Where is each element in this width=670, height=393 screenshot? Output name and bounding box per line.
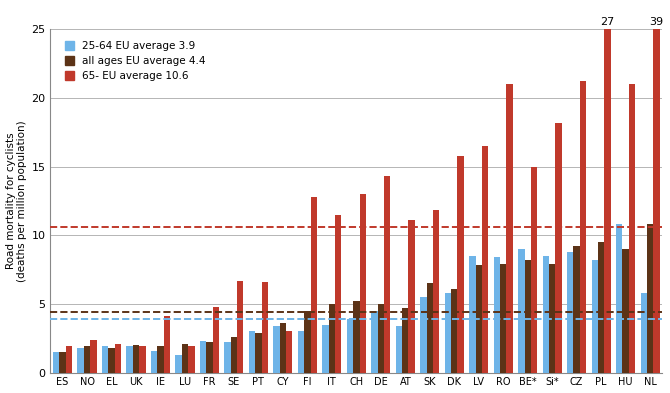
Bar: [409, 220, 415, 373]
Bar: [127, 347, 133, 373]
Bar: [384, 176, 391, 373]
Bar: [458, 156, 464, 373]
Bar: [598, 242, 604, 373]
Bar: [224, 342, 230, 373]
Bar: [109, 348, 115, 373]
Bar: [182, 344, 188, 373]
Bar: [396, 326, 402, 373]
Bar: [230, 337, 237, 373]
Bar: [273, 326, 279, 373]
Bar: [555, 123, 561, 373]
Bar: [249, 331, 255, 373]
Bar: [451, 289, 458, 373]
Bar: [500, 264, 507, 373]
Text: 27: 27: [600, 17, 614, 27]
Bar: [78, 348, 84, 373]
Bar: [622, 249, 629, 373]
Bar: [157, 347, 163, 373]
Bar: [311, 197, 317, 373]
Bar: [298, 331, 304, 373]
Bar: [84, 347, 90, 373]
Bar: [151, 351, 157, 373]
Bar: [176, 355, 182, 373]
Bar: [90, 340, 96, 373]
Bar: [188, 347, 194, 373]
Bar: [543, 256, 549, 373]
Bar: [445, 293, 451, 373]
Bar: [653, 29, 660, 373]
Bar: [616, 224, 622, 373]
Bar: [360, 194, 366, 373]
Bar: [641, 293, 647, 373]
Bar: [518, 249, 525, 373]
Bar: [604, 29, 611, 373]
Bar: [469, 256, 476, 373]
Bar: [335, 215, 342, 373]
Bar: [427, 283, 433, 373]
Bar: [237, 281, 243, 373]
Bar: [371, 311, 378, 373]
Bar: [629, 84, 635, 373]
Bar: [507, 84, 513, 373]
Bar: [279, 323, 286, 373]
Legend: 25-64 EU average 3.9, all ages EU average 4.4, 65- EU average 10.6: 25-64 EU average 3.9, all ages EU averag…: [62, 38, 209, 84]
Text: 39: 39: [649, 17, 663, 27]
Bar: [592, 260, 598, 373]
Bar: [261, 282, 268, 373]
Bar: [255, 333, 261, 373]
Bar: [433, 211, 440, 373]
Bar: [378, 304, 384, 373]
Bar: [286, 331, 292, 373]
Bar: [402, 308, 409, 373]
Bar: [212, 307, 219, 373]
Y-axis label: Road mortality for cyclists
(deaths per million population): Road mortality for cyclists (deaths per …: [5, 120, 27, 282]
Bar: [531, 167, 537, 373]
Bar: [200, 341, 206, 373]
Bar: [322, 325, 329, 373]
Bar: [102, 347, 109, 373]
Bar: [206, 342, 212, 373]
Bar: [525, 260, 531, 373]
Bar: [133, 345, 139, 373]
Bar: [647, 224, 653, 373]
Bar: [549, 264, 555, 373]
Bar: [329, 304, 335, 373]
Bar: [476, 265, 482, 373]
Bar: [60, 352, 66, 373]
Bar: [304, 311, 311, 373]
Bar: [347, 319, 353, 373]
Bar: [574, 246, 580, 373]
Bar: [115, 344, 121, 373]
Bar: [66, 347, 72, 373]
Bar: [53, 352, 60, 373]
Bar: [163, 316, 170, 373]
Bar: [353, 301, 360, 373]
Bar: [580, 81, 586, 373]
Bar: [494, 257, 500, 373]
Bar: [482, 146, 488, 373]
Bar: [567, 252, 574, 373]
Bar: [420, 297, 427, 373]
Bar: [139, 347, 145, 373]
